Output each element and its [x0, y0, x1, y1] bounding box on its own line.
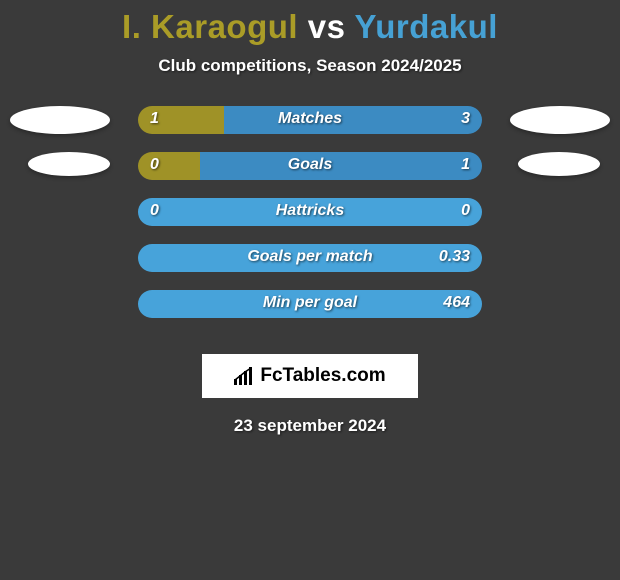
player-oval-left: [10, 106, 110, 134]
stat-value-right: 1: [461, 156, 470, 174]
title-vs: vs: [308, 8, 346, 45]
stat-title: Matches: [138, 110, 482, 128]
comparison-chart: 1Matches30Goals10Hattricks0Goals per mat…: [0, 106, 620, 336]
stat-row: 0Hattricks0: [0, 198, 620, 244]
stat-title: Goals per match: [138, 248, 482, 266]
stat-row: Goals per match0.33: [0, 244, 620, 290]
stat-title: Goals: [138, 156, 482, 174]
logo-box: FcTables.com: [202, 354, 418, 398]
stat-title: Min per goal: [138, 294, 482, 312]
stat-bar: 0Goals1: [138, 152, 482, 180]
page-title: I. Karaogul vs Yurdakul: [0, 8, 620, 46]
player-oval-left: [28, 152, 110, 176]
stat-bar: 1Matches3: [138, 106, 482, 134]
stat-bar: Min per goal464: [138, 290, 482, 318]
stat-value-right: 0: [461, 202, 470, 220]
stat-bar: 0Hattricks0: [138, 198, 482, 226]
stat-value-right: 3: [461, 110, 470, 128]
title-left: I. Karaogul: [122, 8, 298, 45]
bars-icon: [234, 367, 256, 385]
logo-text: FcTables.com: [260, 365, 385, 387]
stat-value-right: 464: [443, 294, 470, 312]
subtitle: Club competitions, Season 2024/2025: [0, 56, 620, 76]
stat-row: 0Goals1: [0, 152, 620, 198]
player-oval-right: [518, 152, 600, 176]
stat-title: Hattricks: [138, 202, 482, 220]
date: 23 september 2024: [0, 416, 620, 436]
stat-row: Min per goal464: [0, 290, 620, 336]
stat-row: 1Matches3: [0, 106, 620, 152]
title-right: Yurdakul: [355, 8, 498, 45]
logo: FcTables.com: [234, 365, 385, 387]
player-oval-right: [510, 106, 610, 134]
stat-bar: Goals per match0.33: [138, 244, 482, 272]
stat-value-right: 0.33: [439, 248, 470, 266]
